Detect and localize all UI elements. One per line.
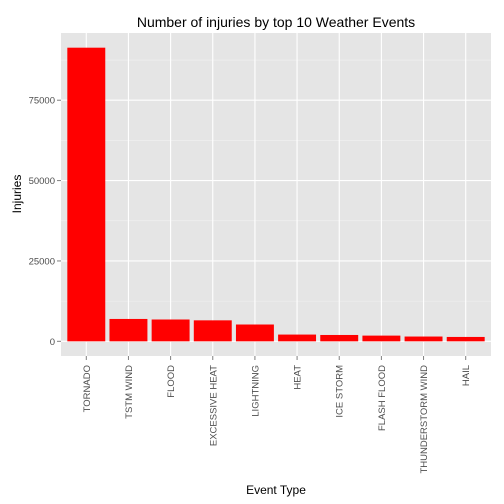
bar — [404, 336, 443, 342]
y-tick-label: 75000 — [29, 96, 55, 107]
chart-title: Number of injuries by top 10 Weather Eve… — [137, 14, 415, 30]
bar — [235, 324, 274, 342]
x-tick-label: TORNADO — [82, 365, 93, 412]
bar — [67, 47, 106, 342]
x-tick-label: FLASH FLOOD — [377, 365, 388, 431]
y-tick-label: 50000 — [29, 176, 55, 187]
x-tick-label: TSTM WIND — [124, 365, 135, 419]
y-axis-title: Injuries — [10, 175, 24, 214]
x-tick-label: FLOOD — [166, 365, 177, 398]
minor-gridlines — [61, 59, 491, 302]
x-tick-label: HAIL — [461, 365, 472, 386]
bars — [67, 47, 485, 342]
bar — [278, 334, 317, 342]
plot-panel — [61, 33, 491, 356]
bar — [193, 320, 232, 342]
bar — [109, 318, 148, 342]
x-axis-title: Event Type — [246, 483, 306, 497]
x-tick-label: EXCESSIVE HEAT — [208, 365, 219, 446]
x-axis-ticks: TORNADO TSTM WIND FLOOD EXCESSIVE HEAT LIGHT… — [82, 356, 472, 474]
y-tick-label: 25000 — [29, 256, 55, 267]
x-tick-label: THUNDERSTORM WIND — [419, 365, 430, 474]
y-axis-ticks: 0 25000 50000 75000 — [29, 96, 61, 348]
x-tick-label: ICE STORM — [335, 365, 346, 418]
bar — [446, 336, 485, 342]
y-tick-label: 0 — [50, 337, 55, 348]
x-tick-label: HEAT — [293, 365, 304, 390]
bar — [151, 319, 190, 342]
bar — [362, 335, 401, 342]
x-tick-label: LIGHTNING — [250, 365, 261, 417]
bar — [320, 334, 359, 342]
